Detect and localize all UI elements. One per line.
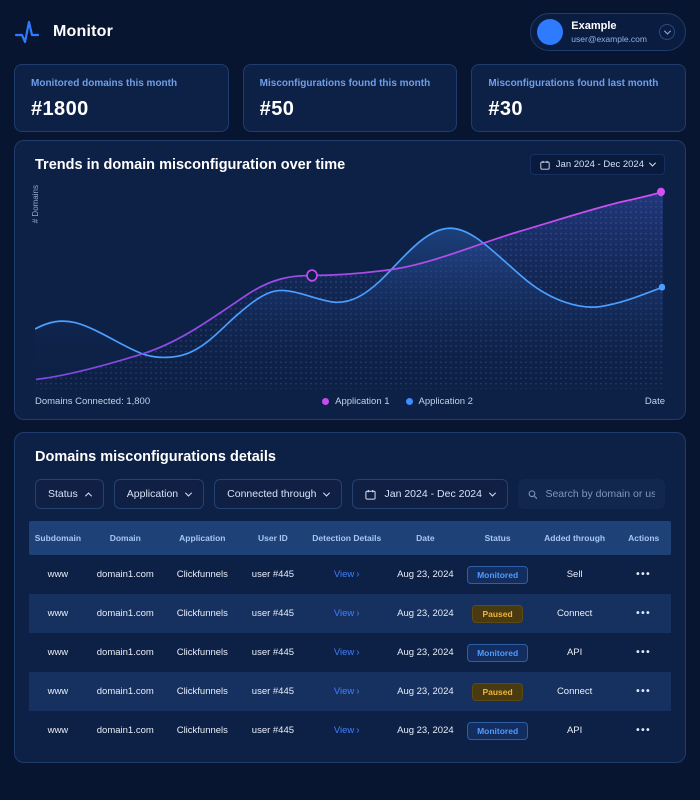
domains-connected-label: Domains Connected: 1,800 — [35, 396, 151, 407]
chevron-right-icon: › — [356, 647, 360, 658]
search-input[interactable] — [545, 488, 655, 500]
col-header-status: Status — [462, 521, 533, 555]
calendar-icon — [365, 489, 377, 500]
user-account-menu[interactable]: Example user@example.com — [530, 13, 686, 51]
chart-date-range-picker[interactable]: Jan 2024 - Dec 2024 — [529, 154, 665, 175]
table-title: Domains misconfigurations details — [35, 449, 276, 465]
legend-dot-icon — [405, 398, 413, 405]
status-filter-button[interactable]: Status — [35, 479, 104, 509]
x-axis-label: Date — [644, 396, 665, 407]
chevron-right-icon: › — [356, 686, 360, 697]
misconfigurations-table-card: Domains misconfigurations details Status… — [14, 432, 686, 763]
stat-card-misconfig-this-month: Misconfigurations found this month #50 — [242, 64, 458, 132]
app-title: Monitor — [53, 23, 114, 40]
user-name: Example — [571, 20, 617, 32]
col-header-domain: Domain — [86, 521, 164, 555]
connected-through-filter-button[interactable]: Connected through — [214, 479, 343, 509]
application-filter-button[interactable]: Application — [113, 479, 205, 509]
application-2-endpoint — [658, 283, 665, 291]
view-details-link[interactable]: View › — [333, 608, 360, 619]
stat-value: #30 — [488, 98, 523, 120]
line-chart — [35, 187, 665, 389]
col-header-added-through: Added through — [532, 521, 617, 555]
chevron-down-icon — [488, 489, 497, 497]
view-details-link[interactable]: View › — [333, 647, 360, 658]
stat-card-monitored-domains: Monitored domains this month #1800 — [14, 64, 229, 132]
stats-row: Monitored domains this month #1800 Misco… — [14, 64, 687, 132]
pulse-logo-icon — [14, 20, 40, 44]
data-point-marker[interactable] — [306, 269, 318, 282]
more-actions-icon[interactable]: ••• — [636, 686, 652, 697]
status-badge: Paused — [472, 682, 523, 701]
status-badge: Paused — [472, 604, 523, 623]
table-row: www domain1.com Clickfunnels user #445 V… — [29, 555, 671, 594]
more-actions-icon[interactable]: ••• — [636, 647, 652, 658]
chevron-right-icon: › — [356, 569, 360, 580]
table-row: www domain1.com Clickfunnels user #445 V… — [29, 594, 671, 633]
stat-value: #1800 — [31, 98, 89, 120]
search-icon — [528, 489, 538, 499]
table-header-row: Subdomain Domain Application User ID Det… — [29, 521, 671, 555]
more-actions-icon[interactable]: ••• — [636, 725, 652, 736]
more-actions-icon[interactable]: ••• — [636, 569, 652, 580]
stat-card-misconfig-last-month: Misconfigurations found last month #30 — [471, 64, 687, 132]
calendar-icon — [540, 160, 550, 170]
status-badge: Monitored — [467, 721, 529, 740]
application-1-endpoint — [657, 187, 665, 197]
chevron-down-icon — [185, 489, 193, 497]
search-box[interactable] — [517, 479, 665, 509]
table-row: www domain1.com Clickfunnels user #445 V… — [29, 711, 671, 750]
chevron-down-icon[interactable] — [659, 24, 675, 40]
col-header-application: Application — [163, 521, 241, 555]
col-header-actions: Actions — [616, 521, 671, 555]
col-header-user-id: User ID — [240, 521, 306, 555]
view-details-link[interactable]: View › — [333, 725, 360, 736]
col-header-date: Date — [388, 521, 463, 555]
chart-legend: Application 1 Application 2 — [322, 396, 473, 407]
status-badge: Monitored — [467, 643, 529, 662]
legend-application-1: Application 1 — [322, 396, 390, 407]
chart-plot-area: # Domains — [31, 179, 665, 389]
col-header-detection-details: Detection Details — [305, 521, 389, 555]
stat-label: Misconfigurations found last month — [488, 78, 659, 89]
status-badge: Monitored — [467, 565, 529, 584]
user-email: user@example.com — [571, 34, 647, 44]
chart-title: Trends in domain misconfiguration over t… — [35, 156, 346, 173]
chevron-up-icon — [84, 491, 92, 499]
table-date-range-picker[interactable]: Jan 2024 - Dec 2024 — [352, 479, 508, 509]
chevron-right-icon: › — [356, 725, 360, 736]
more-actions-icon[interactable]: ••• — [636, 608, 652, 619]
legend-application-2: Application 2 — [405, 396, 473, 407]
avatar — [537, 19, 564, 45]
chart-date-range-label: Jan 2024 - Dec 2024 — [555, 159, 644, 170]
misconfigurations-table: Subdomain Domain Application User ID Det… — [29, 521, 671, 750]
trends-chart-card: Trends in domain misconfiguration over t… — [14, 140, 686, 420]
top-bar: Monitor Example user@example.com — [14, 0, 686, 64]
view-details-link[interactable]: View › — [333, 686, 360, 697]
stat-label: Misconfigurations found this month — [259, 78, 431, 89]
chevron-down-icon — [648, 159, 657, 167]
col-header-subdomain: Subdomain — [29, 521, 87, 555]
app-logo: Monitor — [14, 19, 113, 45]
chevron-right-icon: › — [356, 608, 360, 619]
stat-label: Monitored domains this month — [31, 78, 178, 89]
filters-row: Status Application Connected through Jan… — [35, 479, 665, 509]
application-1-line — [35, 191, 664, 381]
table-row: www domain1.com Clickfunnels user #445 V… — [29, 633, 671, 672]
table-row: www domain1.com Clickfunnels user #445 V… — [29, 672, 671, 711]
view-details-link[interactable]: View › — [333, 569, 360, 580]
stat-value: #50 — [259, 98, 295, 120]
application-2-line — [35, 227, 664, 359]
chevron-down-icon — [323, 489, 331, 497]
legend-dot-icon — [322, 398, 330, 405]
